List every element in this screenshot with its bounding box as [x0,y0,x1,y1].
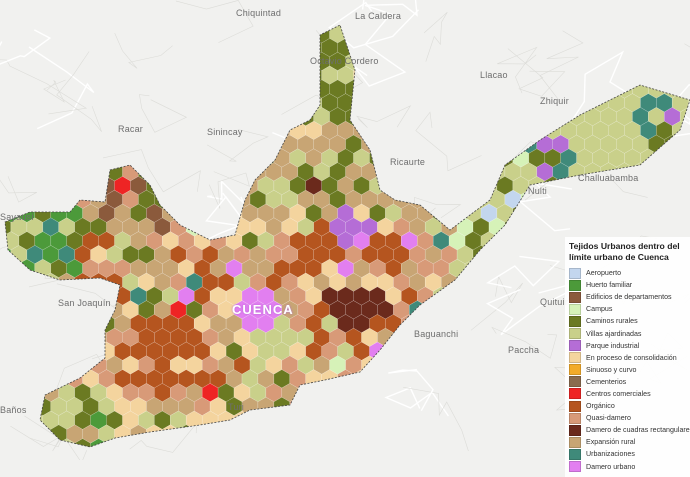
legend-label: Aeropuerto [586,269,622,278]
place-label-llacao: Llacao [480,70,508,80]
legend-item: Aeropuerto [569,267,690,279]
legend-label: Huerto familiar [586,281,633,290]
legend-item: En proceso de consolidación [569,352,690,364]
legend-item: Huerto familiar [569,279,690,291]
legend-swatch [569,340,581,352]
legend-swatch [569,267,581,279]
place-label-chiquintad: Chiquintad [236,8,282,18]
place-label-cuenca: CUENCA [232,302,294,317]
legend-item: Campus [569,303,690,315]
legend-item: Cementerios [569,376,690,388]
legend-label: Sinuoso y curvo [586,365,637,374]
place-label-la-caldera: La Caldera [355,11,402,21]
legend-swatch [569,303,581,315]
legend-label: Damero urbano [586,462,636,471]
legend-label: Cementerios [586,377,627,386]
legend-item: Orgánico [569,400,690,412]
legend-swatch [569,388,581,400]
legend-label: Campus [586,305,613,314]
place-label-san-joaquin: San Joaquín [58,298,111,308]
place-label-zhiquir: Zhiquir [540,96,569,106]
legend-label: Quasi-damero [586,414,631,423]
legend-item: Damero urbano [569,461,690,473]
place-label-racar: Racar [118,124,144,134]
legend-item: Parque industrial [569,340,690,352]
legend-item: Centros comerciales [569,388,690,400]
legend-item: Expansión rural [569,436,690,448]
legend-label: Urbanizaciones [586,450,635,459]
legend-label: Expansión rural [586,438,636,447]
legend-swatch [569,424,581,436]
place-label-challuabamba: Challuabamba [578,173,639,183]
legend-label: En proceso de consolidación [586,353,677,362]
legend-label: Caminos rurales [586,317,638,326]
urban-fabric-map[interactable] [0,0,690,460]
place-label-sinincay: Sinincay [207,127,243,137]
legend-swatch [569,412,581,424]
legend-label: Centros comerciales [586,389,651,398]
legend-swatch [569,279,581,291]
legend-item: Quasi-damero [569,412,690,424]
legend-swatch [569,448,581,460]
place-label-nulti: Nulti [528,186,548,196]
legend-swatch [569,352,581,364]
legend-item: Sinuoso y curvo [569,364,690,376]
urban-boundary [4,24,690,448]
legend-label: Edificios de departamentos [586,293,672,302]
place-label-paccha: Paccha [508,345,540,355]
legend-item: Villas ajardinadas [569,327,690,340]
legend-label: Damero de cuadras rectangulares [586,426,690,435]
place-label-octavio-cordero: Octavio Cordero [310,56,379,66]
legend-swatch [569,376,581,388]
legend-swatch [569,328,581,340]
place-label-banos: Baños [0,405,27,415]
place-label-sayausi: Sayausí [0,212,34,222]
legend-swatch [569,400,581,412]
legend-label: Orgánico [586,402,615,411]
place-label-quituir: Quituir [540,297,568,307]
map-legend: Tejidos Urbanos dentro del límite urbano… [565,237,690,477]
legend-swatch [569,436,581,448]
legend-item: Edificios de departamentos [569,291,690,303]
legend-item: Damero de cuadras rectangulares [569,424,690,436]
place-label-ricaurte: Ricaurte [390,157,426,167]
legend-swatch [569,291,581,303]
place-label-baguanchi: Baguanchi [414,329,459,339]
place-label-turi: Turi [228,402,244,412]
legend-item: Urbanizaciones [569,448,690,460]
legend-label: Parque industrial [586,341,640,350]
legend-swatch [569,315,581,327]
legend-title: Tejidos Urbanos dentro del límite urbano… [569,241,680,262]
legend-swatch [569,364,581,376]
legend-label: Villas ajardinadas [586,329,642,338]
legend-swatch [569,461,581,473]
legend-item: Caminos rurales [569,315,690,327]
